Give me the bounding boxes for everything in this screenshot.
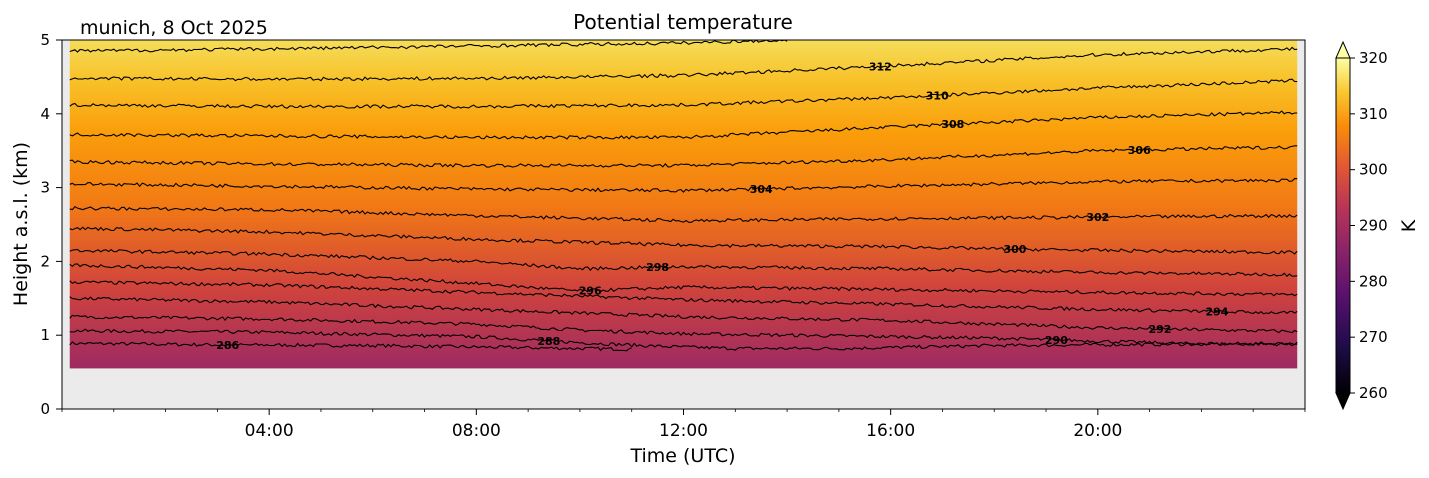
contour-292 (69, 296, 1298, 334)
contour-300 (69, 226, 1298, 255)
contour-288 (69, 328, 1298, 351)
colorbar-tick-label: 280 (1359, 272, 1388, 290)
contour-290 (69, 314, 1298, 347)
contour-label-294: 294 (1205, 306, 1228, 319)
colorbar-tick-label: 260 (1359, 384, 1388, 402)
contour-label-290: 290 (1045, 334, 1068, 347)
x-tick-label: 04:00 (245, 421, 294, 441)
colorbar-extend-max (1335, 40, 1351, 59)
contour-302 (69, 206, 1298, 223)
colorbar-label: K (1398, 219, 1420, 232)
contour-294 (69, 280, 1298, 315)
x-axis: 04:00 08:00 12:00 16:00 20:00 (61, 409, 1306, 441)
colorbar-tick-label: 320 (1359, 49, 1388, 67)
x-tick-label: 16:00 (866, 421, 915, 441)
contour-label-302: 302 (1086, 211, 1109, 224)
chart-title: Potential temperature (573, 10, 793, 34)
contour-labels: 286 288 290 292 294 296 298 300 302 304 306 308 310 3… (216, 60, 1229, 352)
colorbar-tick-label: 300 (1359, 161, 1388, 179)
colorbar-tick-label: 270 (1359, 328, 1388, 346)
y-axis-label: Height a.s.l. (km) (10, 142, 32, 306)
contour-296 (69, 263, 1298, 297)
contour-label-300: 300 (1003, 243, 1026, 256)
colorbar-ticks: 320 310 300 290 280 270 260 (1350, 49, 1388, 402)
contour-298 (69, 248, 1298, 277)
contour-310 (69, 78, 1298, 109)
contour-label-286: 286 (216, 339, 239, 352)
contour-lines (69, 40, 1298, 352)
y-tick-label: 0 (40, 400, 50, 418)
contour-label-298: 298 (646, 261, 669, 274)
contour-label-306: 306 (1128, 144, 1151, 157)
y-tick-label: 1 (40, 326, 50, 344)
contour-label-312: 312 (869, 60, 892, 73)
colorbar-bar (1335, 57, 1351, 394)
contour-label-304: 304 (750, 183, 773, 196)
contour-314 (69, 40, 788, 53)
x-tick-label: 08:00 (452, 421, 501, 441)
contour-label-310: 310 (926, 89, 949, 102)
y-axis: 0 1 2 3 4 5 (40, 31, 62, 418)
contour-312 (69, 46, 1298, 82)
contour-304 (69, 178, 1298, 193)
y-tick-label: 3 (40, 179, 50, 197)
contour-308 (69, 110, 1298, 140)
colorbar-tick-label: 310 (1359, 105, 1388, 123)
contour-306 (69, 145, 1298, 168)
x-tick-label: 20:00 (1073, 421, 1122, 441)
x-axis-label: Time (UTC) (629, 445, 735, 467)
y-tick-label: 5 (40, 31, 50, 49)
contour-label-292: 292 (1148, 323, 1171, 336)
x-tick-label: 12:00 (659, 421, 708, 441)
contour-label-296: 296 (579, 285, 602, 298)
contour-label-308: 308 (941, 118, 964, 131)
y-tick-label: 4 (40, 105, 50, 123)
contour-286 (69, 341, 632, 352)
contour-label-288: 288 (537, 335, 560, 348)
colorbar: 320 310 300 290 280 270 260 K (1335, 40, 1420, 411)
location-date-title: munich, 8 Oct 2025 (80, 17, 268, 39)
colorbar-tick-label: 290 (1359, 217, 1388, 235)
colorbar-extend-min (1335, 392, 1351, 411)
potential-temperature-field (69, 40, 1298, 369)
y-tick-label: 2 (40, 252, 50, 270)
